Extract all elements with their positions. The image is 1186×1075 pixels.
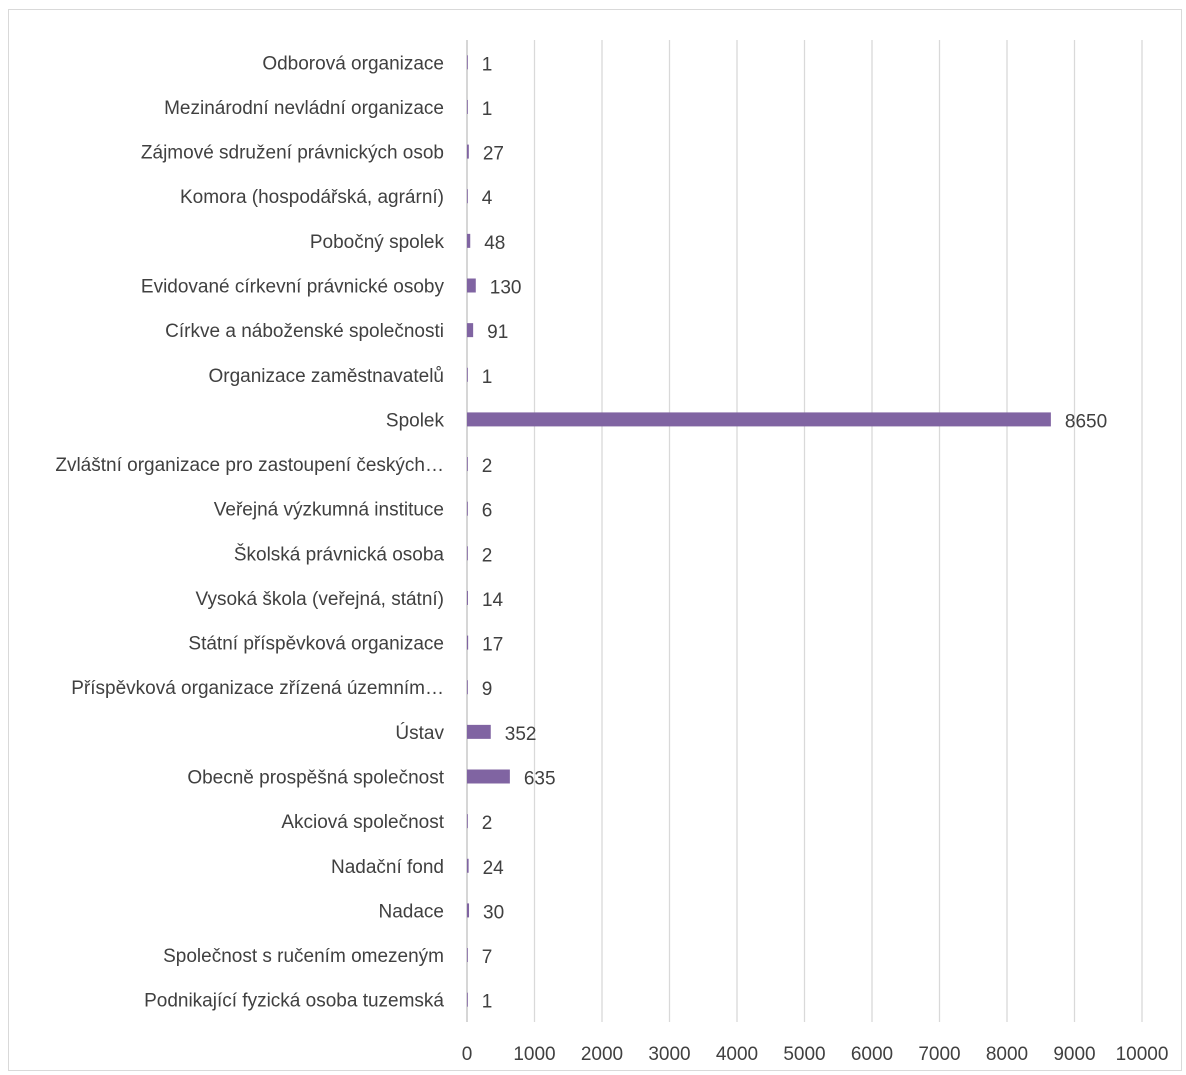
x-tick-label: 7000 [918, 1044, 960, 1065]
bar [467, 367, 468, 382]
bar [467, 814, 468, 829]
bar-chart: Odborová organizace Mezinárodní nevládní … [55, 40, 1169, 1065]
value-label: 1 [482, 367, 493, 388]
x-tick-label: 2000 [581, 1044, 623, 1065]
category-label: Příspěvková organizace zřízená územním… [71, 678, 444, 699]
category-label: Nadační fond [331, 857, 444, 878]
value-label: 9 [482, 679, 493, 700]
value-label: 4 [482, 188, 493, 209]
value-label: 27 [483, 144, 504, 165]
bar [467, 724, 491, 739]
bar [467, 769, 510, 784]
x-tick-label: 10000 [1116, 1044, 1169, 1065]
value-label: 6 [482, 501, 493, 522]
bar [467, 99, 468, 114]
value-label: 30 [483, 902, 504, 923]
bar [467, 635, 469, 650]
category-label: Odborová organizace [262, 53, 444, 74]
category-label: Obecně prospěšná společnost [187, 768, 444, 789]
value-label: 91 [487, 322, 508, 343]
x-tick-label: 5000 [783, 1044, 825, 1065]
x-tick-label: 0 [462, 1044, 473, 1065]
category-label: Pobočný spolek [310, 232, 445, 253]
x-tick-label: 9000 [1053, 1044, 1095, 1065]
category-label: Mezinárodní nevládní organizace [164, 98, 444, 119]
bar [467, 55, 468, 70]
bar [467, 278, 476, 293]
category-label: Podnikající fyzická osoba tuzemská [144, 991, 444, 1012]
bar [467, 546, 468, 561]
value-label: 48 [484, 233, 505, 254]
bar [467, 501, 468, 516]
value-label: 635 [524, 769, 556, 790]
bar [467, 903, 470, 918]
bar [467, 233, 471, 248]
x-tick-label: 6000 [851, 1044, 893, 1065]
value-label: 17 [482, 635, 503, 656]
x-axis-tick-labels: 0 1000 2000 3000 4000 5000 6000 7000 8000 9000 100… [462, 1044, 1169, 1065]
category-labels: Odborová organizace Mezinárodní nevládní … [55, 53, 444, 1011]
category-label: Organizace zaměstnavatelů [208, 366, 444, 387]
category-label: Komora (hospodářská, agrární) [180, 187, 444, 208]
bar [467, 144, 469, 159]
category-label: Ústav [395, 722, 444, 744]
bar [467, 680, 468, 695]
value-label: 352 [505, 724, 537, 745]
bar [467, 457, 468, 472]
value-label: 1 [482, 54, 493, 75]
value-labels: 1 1 27 4 48 130 91 1 8650 2 6 2 14 17 9 352 635 2 24 30 7 1 [482, 54, 1107, 1012]
value-label: 14 [482, 590, 504, 611]
category-label: Státní příspěvková organizace [188, 634, 444, 655]
bar [467, 948, 468, 963]
category-label: Vysoká škola (veřejná, státní) [195, 589, 444, 610]
category-label: Evidované církevní právnické osoby [141, 277, 445, 298]
category-label: Zájmové sdružení právnických osob [141, 143, 444, 164]
category-label: Zvláštní organizace pro zastoupení český… [55, 455, 444, 476]
category-label: Školská právnická osoba [234, 543, 445, 565]
category-label: Veřejná výzkumná instituce [214, 500, 444, 521]
value-label: 130 [490, 278, 522, 299]
value-label: 1 [482, 992, 493, 1013]
category-label: Nadace [379, 901, 445, 922]
category-label: Akciová společnost [281, 812, 444, 833]
bar [467, 412, 1051, 427]
value-label: 8650 [1065, 411, 1107, 432]
x-tick-label: 8000 [986, 1044, 1028, 1065]
bar [467, 590, 468, 605]
category-label: Církve a náboženské společnosti [165, 321, 444, 342]
x-tick-label: 1000 [513, 1044, 555, 1065]
value-label: 7 [482, 947, 493, 968]
bar [467, 992, 468, 1007]
bar-layer [467, 55, 1051, 1007]
chart-container: Odborová organizace Mezinárodní nevládní … [8, 9, 1182, 1071]
x-tick-label: 4000 [716, 1044, 758, 1065]
grid-layer [466, 40, 1143, 1022]
value-label: 1 [482, 99, 493, 120]
value-label: 2 [482, 545, 493, 566]
category-label: Spolek [386, 410, 445, 431]
bar [467, 189, 468, 204]
value-label: 2 [482, 813, 493, 834]
x-tick-label: 3000 [648, 1044, 690, 1065]
category-label: Společnost s ručením omezeným [163, 946, 444, 967]
bar [467, 323, 474, 338]
value-label: 2 [482, 456, 493, 477]
bar [467, 858, 469, 873]
value-label: 24 [483, 858, 505, 879]
